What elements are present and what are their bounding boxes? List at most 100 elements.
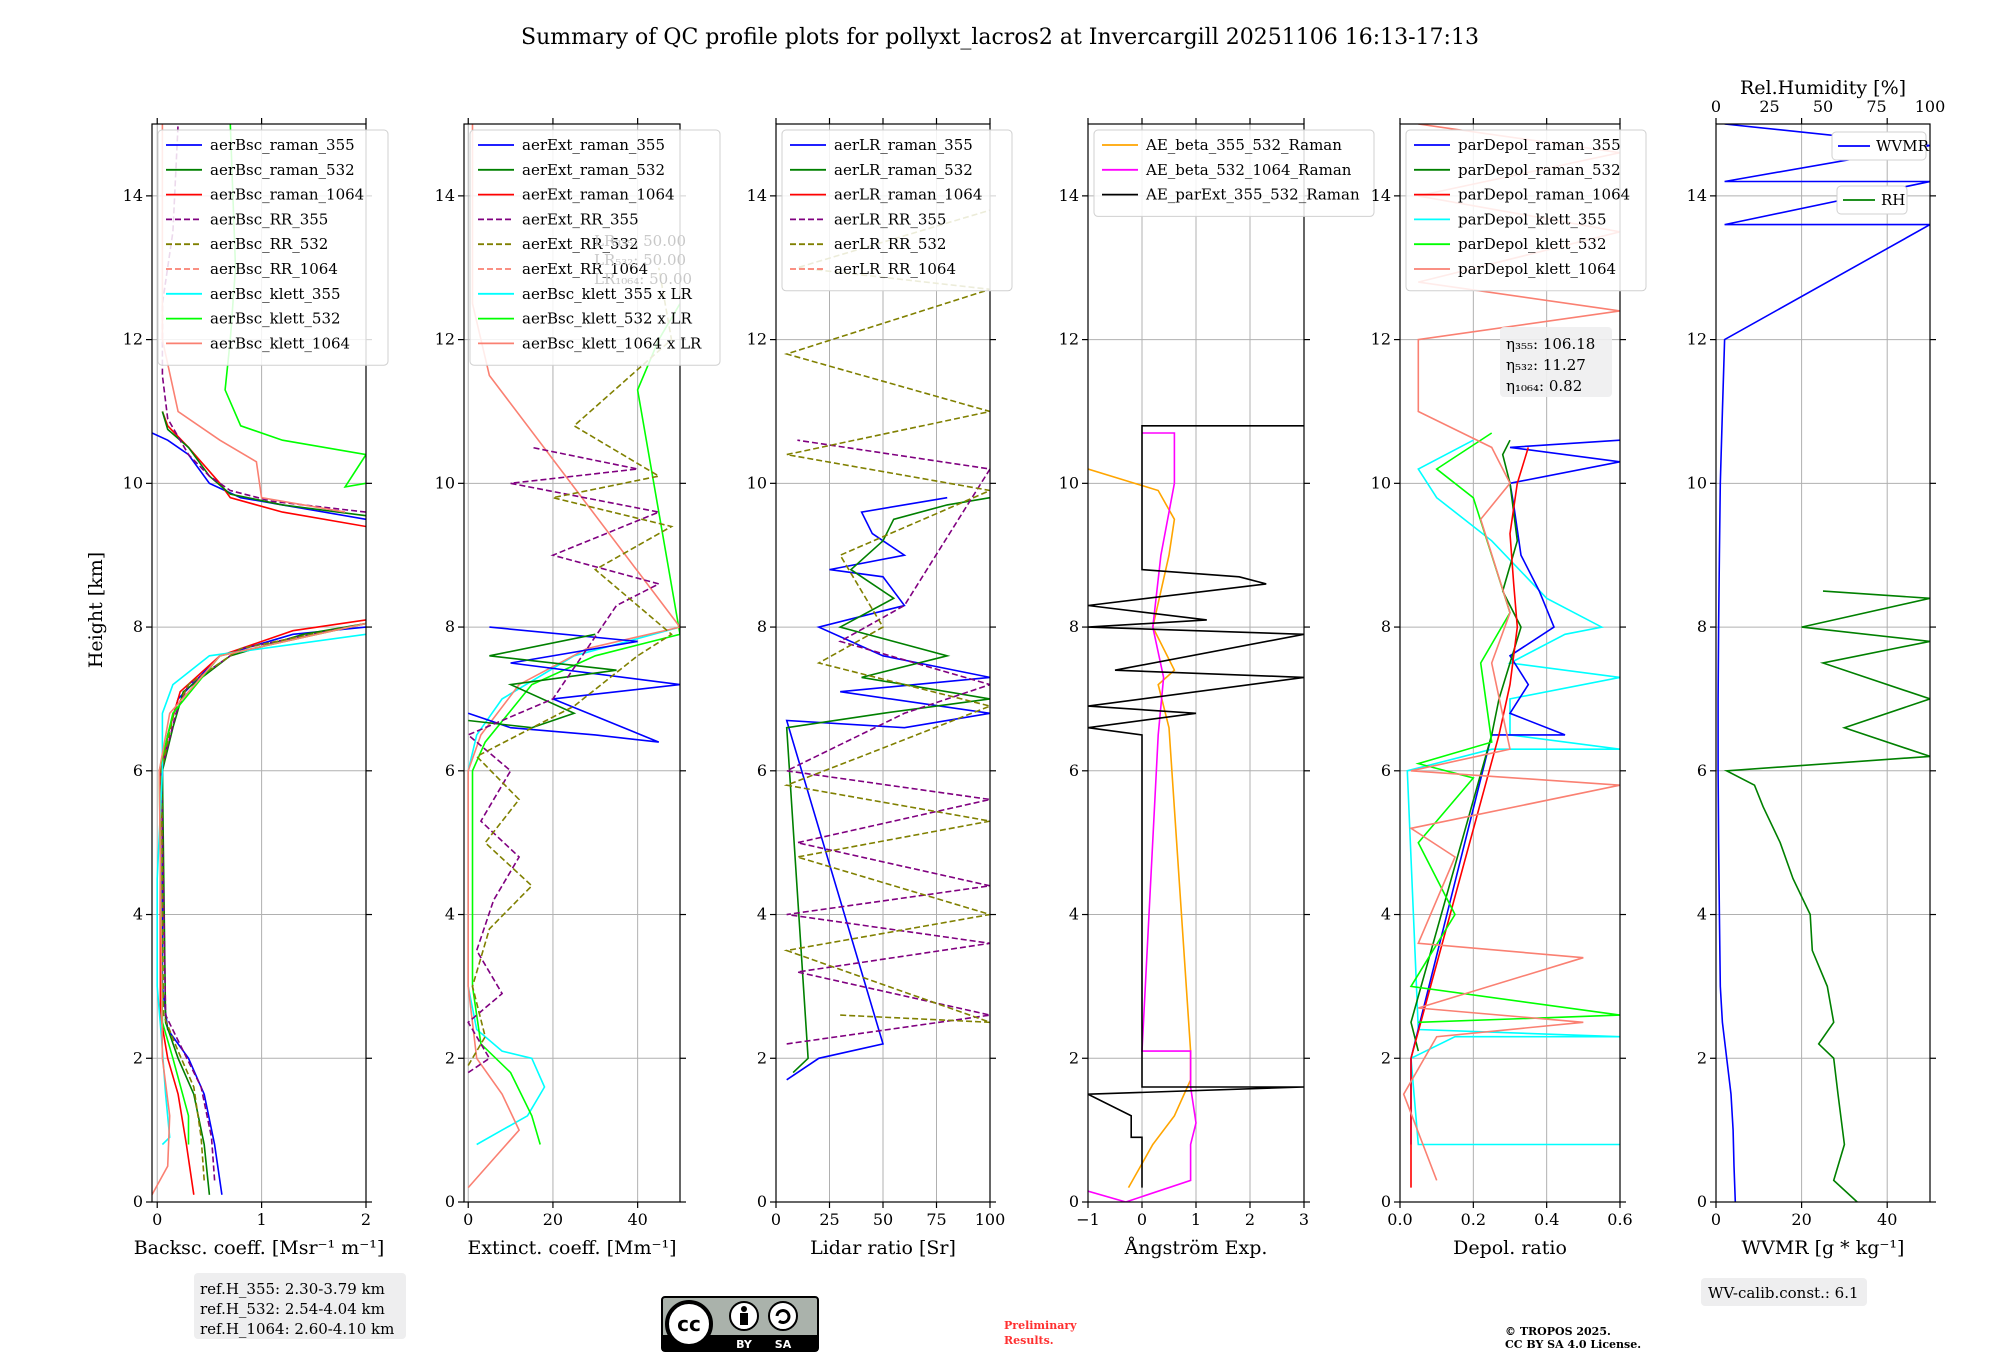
- series-line-aerlr-rr-532: [783, 209, 990, 1024]
- x-tick-label: 0: [1711, 1210, 1721, 1229]
- legend-label: parDepol_klett_532: [1458, 235, 1607, 253]
- ref-height-532: ref.H_532: 2.54-4.04 km: [200, 1300, 385, 1318]
- y-tick-label: 12: [123, 330, 143, 349]
- x-tick-label: −1: [1076, 1210, 1100, 1229]
- legend-label: aerLR_RR_1064: [834, 260, 956, 278]
- y-tick-label: 8: [1381, 617, 1391, 636]
- y-tick-label: 4: [445, 905, 455, 924]
- series-line-aerbsc-raman-355: [161, 626, 366, 1195]
- top-x-tick-label: 100: [1915, 97, 1946, 116]
- x-tick-label: 1: [1191, 1210, 1201, 1229]
- panel-depol: 0 2 4 6 8 10 12 14 0.0 0.2 0.4 0.6 Depol. ratio parDe…: [1371, 118, 1647, 1259]
- x-tick-label: 25: [819, 1210, 839, 1229]
- series-line-aerbsc-raman-1064: [159, 619, 366, 1195]
- legend-label: WVMR: [1876, 137, 1930, 155]
- y-tick-label: 10: [747, 473, 767, 492]
- legend-label: aerLR_RR_532: [834, 235, 946, 253]
- legend-label: aerBsc_raman_355: [210, 136, 355, 154]
- series-line-aerbsc-raman-532: [161, 622, 366, 1195]
- panel-ext: 0 2 4 6 8 10 12 14 0 20 40 Extinct. coeff. [Mm⁻¹] ae…: [435, 118, 721, 1259]
- legend-label: aerBsc_raman_532: [210, 161, 355, 179]
- axes-frame: [1399, 123, 1621, 1203]
- series-group: [1088, 424, 1304, 1202]
- y-tick-label: 6: [1069, 761, 1079, 780]
- legend-label: parDepol_klett_355: [1458, 210, 1607, 228]
- x-tick-label: 0.6: [1607, 1210, 1632, 1229]
- series-group: [1402, 124, 1620, 1188]
- copyright-line2: CC BY SA 4.0 License.: [1505, 1338, 1641, 1351]
- series-line-aerlr-raman-355: [785, 496, 990, 1081]
- series-line-wvmr: [1717, 124, 1930, 1202]
- wv-calib-text: WV-calib.const.: 6.1: [1708, 1284, 1859, 1302]
- legend-label: aerExt_raman_1064: [522, 186, 675, 204]
- series-line-pardepol-raman-355: [1410, 439, 1620, 1145]
- series-line-aerbsc-klett-355: [156, 633, 366, 1146]
- legend-label: RH: [1881, 191, 1905, 209]
- legend-label: aerBsc_klett_532 x LR: [522, 310, 693, 328]
- y-axis-label: Height [km]: [85, 552, 107, 668]
- legend-label: aerBsc_klett_532: [210, 310, 341, 328]
- y-tick-label: 12: [1687, 330, 1707, 349]
- series-line-aerext-rr-355: [466, 446, 662, 1074]
- x-axis-label: WVMR [g * kg⁻¹]: [1742, 1237, 1905, 1259]
- legend-label: aerBsc_klett_1064: [210, 334, 350, 352]
- series-line-aerbsc-klett-532-x-lr: [471, 303, 680, 1145]
- legend-label: aerLR_RR_355: [834, 210, 946, 228]
- cc-logo-icon: [665, 1300, 713, 1348]
- top-x-axis-label: Rel.Humidity [%]: [1740, 77, 1906, 99]
- legend-label: aerExt_RR_355: [522, 210, 639, 228]
- y-tick-label: 14: [435, 186, 455, 205]
- y-tick-label: 2: [1697, 1048, 1707, 1067]
- x-axis-label: Backsc. coeff. [Msr⁻¹ m⁻¹]: [134, 1237, 385, 1259]
- y-tick-label: 4: [1381, 905, 1391, 924]
- sa-label: SA: [775, 1338, 792, 1351]
- series-line-aerlr-rr-355: [784, 439, 990, 1045]
- y-tick-label: 6: [757, 761, 767, 780]
- x-tick-label: 75: [926, 1210, 946, 1229]
- y-tick-label: 10: [435, 473, 455, 492]
- axes-frame: [463, 123, 681, 1203]
- y-tick-label: 0: [757, 1192, 767, 1211]
- by-label: BY: [736, 1338, 753, 1351]
- series-line-aerlr-raman-532: [785, 496, 990, 1074]
- eta-annotation: η₁₀₆₄: 0.82: [1506, 377, 1582, 395]
- y-tick-label: 0: [445, 1192, 455, 1211]
- y-tick-label: 0: [1069, 1192, 1079, 1211]
- figure-title: Summary of QC profile plots for pollyxt_…: [521, 25, 1479, 50]
- y-tick-label: 10: [1371, 473, 1391, 492]
- series-line-pardepol-klett-532: [1409, 432, 1620, 1024]
- legend-label: aerBsc_RR_355: [210, 210, 328, 228]
- x-tick-label: 2: [1245, 1210, 1255, 1229]
- legend-label: aerExt_RR_1064: [522, 260, 648, 278]
- series-line-aerbsc-raman-1064-upper-: [161, 411, 366, 528]
- legend-wvmr: WVMR: [1831, 131, 1930, 161]
- y-tick-label: 12: [435, 330, 455, 349]
- legend-label: parDepol_raman_1064: [1458, 186, 1630, 204]
- y-tick-label: 14: [747, 186, 767, 205]
- series-group: [466, 124, 680, 1189]
- series-line-rh: [1723, 590, 1930, 1202]
- legend: parDepol_raman_355 parDepol_raman_532 parD…: [1405, 129, 1647, 292]
- x-tick-label: 0: [152, 1210, 162, 1229]
- x-tick-label: 1: [257, 1210, 267, 1229]
- x-tick-label: 3: [1299, 1210, 1309, 1229]
- series-line-pardepol-raman-532: [1410, 439, 1522, 1052]
- y-tick-label: 6: [445, 761, 455, 780]
- legend-label: aerLR_raman_532: [834, 161, 973, 179]
- y-tick-label: 2: [757, 1048, 767, 1067]
- y-tick-label: 8: [1069, 617, 1079, 636]
- x-tick-label: 100: [975, 1210, 1006, 1229]
- legend-frame: [469, 129, 721, 366]
- x-tick-label: 20: [543, 1210, 563, 1229]
- legend: aerExt_raman_355 aerExt_raman_532 aerExt_r…: [469, 129, 721, 366]
- y-tick-label: 2: [1069, 1048, 1079, 1067]
- y-tick-label: 2: [445, 1048, 455, 1067]
- y-tick-label: 6: [1381, 761, 1391, 780]
- y-tick-label: 6: [133, 761, 143, 780]
- ref-height-355: ref.H_355: 2.30-3.79 km: [200, 1280, 385, 1298]
- legend: aerBsc_raman_355 aerBsc_raman_532 aerBsc_r…: [157, 129, 389, 366]
- x-axis-label: Ångström Exp.: [1124, 1237, 1268, 1259]
- x-tick-label: 50: [873, 1210, 893, 1229]
